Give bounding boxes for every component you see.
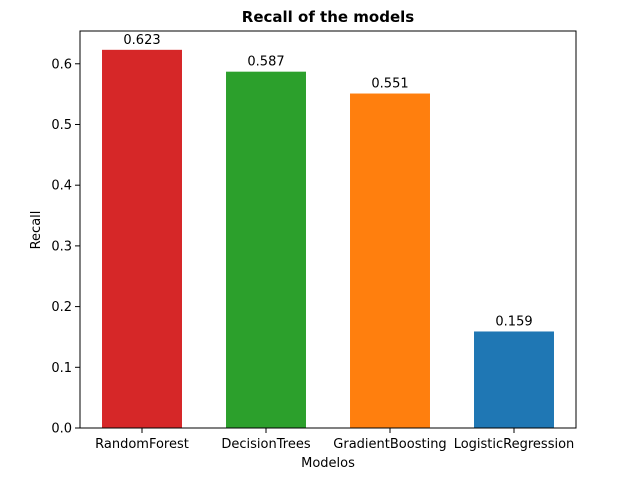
y-tick-label: 0.3 — [51, 239, 72, 254]
y-tick-label: 0.6 — [51, 57, 72, 72]
x-tick-label: GradientBoosting — [333, 437, 446, 452]
bar-logisticregression — [474, 331, 554, 428]
y-tick-label: 0.0 — [51, 422, 72, 437]
bar-value-label: 0.587 — [247, 55, 284, 70]
chart-title: Recall of the models — [242, 8, 415, 26]
bar-gradientboosting — [350, 93, 430, 428]
y-tick-label: 0.5 — [51, 118, 72, 133]
x-axis-label: Modelos — [301, 456, 355, 471]
bar-value-label: 0.159 — [495, 314, 532, 329]
plot-frame — [79, 30, 577, 429]
y-tick-label: 0.4 — [51, 179, 72, 194]
y-axis-ticks: 0.0 0.1 0.2 0.3 0.4 0.5 0.6 — [51, 57, 80, 437]
y-tick-label: 0.1 — [51, 361, 72, 376]
x-tick-label: DecisionTrees — [221, 437, 310, 452]
bar-decisiontrees — [226, 71, 306, 428]
x-tick-label: RandomForest — [95, 437, 189, 452]
y-tick-label: 0.2 — [51, 300, 72, 315]
bar-value-label: 0.551 — [371, 77, 408, 92]
y-axis-label: Recall — [29, 211, 44, 250]
bars — [102, 49, 554, 428]
bar-value-label: 0.623 — [123, 33, 160, 48]
bar-value-labels: 0.623 0.587 0.551 0.159 — [123, 33, 532, 330]
x-tick-label: LogisticRegression — [454, 437, 575, 452]
bar-randomforest — [102, 49, 182, 428]
x-axis-ticks: RandomForest DecisionTrees GradientBoostin… — [95, 428, 574, 452]
